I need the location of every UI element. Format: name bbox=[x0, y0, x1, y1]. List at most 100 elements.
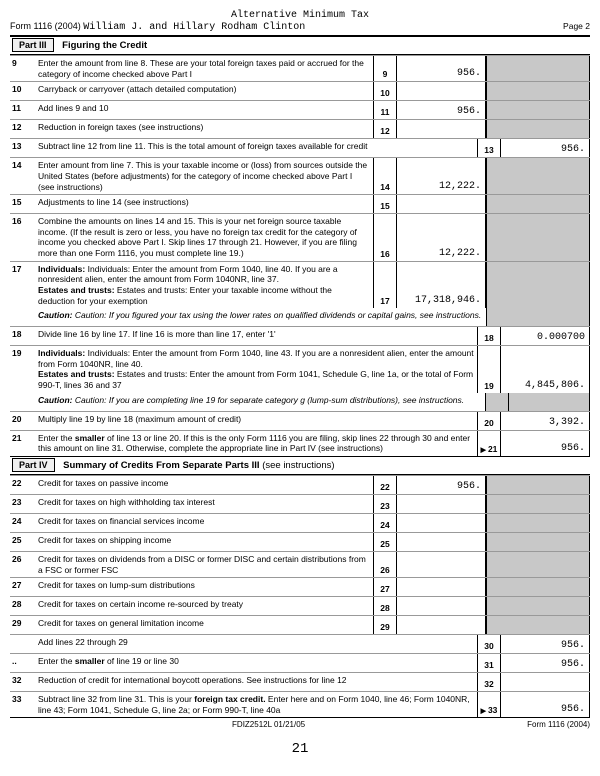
line-value: 956. bbox=[501, 692, 590, 717]
line-desc: Reduction in foreign taxes (see instruct… bbox=[36, 120, 373, 135]
box-num: 28 bbox=[373, 597, 397, 615]
line-value bbox=[397, 195, 486, 213]
line-desc: Individuals: Individuals: Enter the amou… bbox=[36, 346, 477, 393]
box-num: 27 bbox=[373, 578, 397, 596]
line-20: 20 Multiply line 19 by line 18 (maximum … bbox=[10, 411, 590, 430]
line-12: 12 Reduction in foreign taxes (see instr… bbox=[10, 119, 590, 138]
box-num: 29 bbox=[373, 616, 397, 634]
line-desc: Enter the smaller of line 13 or line 20.… bbox=[36, 431, 477, 456]
line-9: 9 Enter the amount from line 8. These ar… bbox=[10, 55, 590, 81]
box-num: 26 bbox=[373, 552, 397, 577]
line-value: 17,318,946. bbox=[397, 262, 486, 309]
line-26: 26Credit for taxes on dividends from a D… bbox=[10, 551, 590, 577]
line-num: 17 bbox=[10, 262, 36, 276]
line-value: 0.000700 bbox=[501, 327, 590, 345]
line-desc: Subtract line 32 from line 31. This is y… bbox=[36, 692, 477, 717]
line-num: 18 bbox=[10, 327, 36, 341]
line-11: 11 Add lines 9 and 10 11 956. bbox=[10, 100, 590, 119]
line-num: 25 bbox=[10, 533, 36, 547]
line-desc: Enter amount from line 7. This is your t… bbox=[36, 158, 373, 194]
line-value bbox=[397, 514, 486, 532]
box-num: 13 bbox=[477, 139, 501, 157]
line-value: 12,222. bbox=[397, 214, 486, 261]
line-15: 15 Adjustments to line 14 (see instructi… bbox=[10, 194, 590, 213]
box-num: 25 bbox=[373, 533, 397, 551]
page-footer: FDIZ2512L 01/21/05 Form 1116 (2004) bbox=[10, 717, 590, 729]
part-iii-title: Figuring the Credit bbox=[62, 40, 147, 51]
page-number: Page 2 bbox=[563, 21, 590, 33]
line-num: 20 bbox=[10, 412, 36, 426]
part-iii-label: Part III bbox=[12, 38, 54, 52]
line-desc: Individuals: Individuals: Enter the amou… bbox=[36, 262, 373, 309]
box-num: 17 bbox=[373, 262, 397, 309]
alt-min-tax-title: Alternative Minimum Tax bbox=[10, 10, 590, 21]
line-25: 25Credit for taxes on shipping income25 bbox=[10, 532, 590, 551]
box-num: 18 bbox=[477, 327, 501, 345]
line-28: 28Credit for taxes on certain income re-… bbox=[10, 596, 590, 615]
line-num: 13 bbox=[10, 139, 36, 153]
line-14: 14 Enter amount from line 7. This is you… bbox=[10, 157, 590, 194]
line-29: 29Credit for taxes on general limitation… bbox=[10, 615, 590, 634]
line-21: 21 Enter the smaller of line 13 or line … bbox=[10, 430, 590, 456]
line-desc: Credit for taxes on financial services i… bbox=[36, 514, 373, 529]
part-iv-label: Part IV bbox=[12, 458, 55, 472]
line-desc: Credit for taxes on passive income bbox=[36, 476, 373, 491]
line-value: 3,392. bbox=[501, 412, 590, 430]
line-num: 29 bbox=[10, 616, 36, 630]
line-desc: Credit for taxes on shipping income bbox=[36, 533, 373, 548]
box-num: 10 bbox=[373, 82, 397, 100]
line-23: 23Credit for taxes on high withholding t… bbox=[10, 494, 590, 513]
line-num: 33 bbox=[10, 692, 36, 706]
line-num: 12 bbox=[10, 120, 36, 134]
line-19-ind: Individuals: Enter the amount from Form … bbox=[38, 348, 474, 369]
line-desc: Combine the amounts on lines 14 and 15. … bbox=[36, 214, 373, 261]
line-desc: Add lines 9 and 10 bbox=[36, 101, 373, 116]
line-19: 19 Individuals: Individuals: Enter the a… bbox=[10, 345, 590, 393]
line-desc: Credit for taxes on general limitation i… bbox=[36, 616, 373, 631]
footer-form: Form 1116 (2004) bbox=[527, 720, 590, 729]
line-desc: Multiply line 19 by line 18 (maximum amo… bbox=[36, 412, 477, 427]
form-number: Form 1116 (2004) bbox=[10, 21, 81, 31]
line-32: 32Reduction of credit for international … bbox=[10, 672, 590, 691]
box-num: 20 bbox=[477, 412, 501, 430]
box-num: 33 bbox=[477, 692, 501, 717]
box-num: 22 bbox=[373, 476, 397, 494]
box-num: 9 bbox=[373, 56, 397, 81]
box-num: 23 bbox=[373, 495, 397, 513]
line-desc: Enter the amount from line 8. These are … bbox=[36, 56, 373, 81]
line-18: 18 Divide line 16 by line 17. If line 16… bbox=[10, 326, 590, 345]
box-num: 31 bbox=[477, 654, 501, 672]
line-num: 15 bbox=[10, 195, 36, 209]
part-iv-sub: (see instructions) bbox=[262, 460, 334, 471]
line-value bbox=[397, 552, 486, 577]
line-num: 32 bbox=[10, 673, 36, 687]
line-value: 956. bbox=[397, 101, 486, 119]
line-value bbox=[397, 597, 486, 615]
box-num: 16 bbox=[373, 214, 397, 261]
line-value: 956. bbox=[397, 56, 486, 81]
line-value bbox=[397, 578, 486, 596]
line-desc: Credit for taxes on certain income re-so… bbox=[36, 597, 373, 612]
line-value bbox=[501, 673, 590, 691]
line-33: 33Subtract line 32 from line 31. This is… bbox=[10, 691, 590, 717]
part-iii-header: Part III Figuring the Credit bbox=[10, 36, 590, 55]
line-desc: Add lines 22 through 29 bbox=[36, 635, 477, 650]
line-num: 26 bbox=[10, 552, 36, 566]
line-desc: Credit for taxes on lump-sum distributio… bbox=[36, 578, 373, 593]
line-desc: Reduction of credit for international bo… bbox=[36, 673, 477, 688]
footer-code: FDIZ2512L 01/21/05 bbox=[232, 720, 305, 729]
caution-text: Caution: If you are completing line 19 f… bbox=[75, 395, 464, 405]
line-value: 956. bbox=[397, 476, 486, 494]
line-num: 23 bbox=[10, 495, 36, 509]
line-value: 956. bbox=[501, 431, 590, 456]
line-22: 22Credit for taxes on passive income2295… bbox=[10, 475, 590, 494]
box-num: 21 bbox=[477, 431, 501, 456]
line-value bbox=[397, 82, 486, 100]
part-iv-title: Summary of Credits From Separate Parts I… bbox=[63, 460, 259, 471]
line-num: .. bbox=[10, 654, 36, 668]
line-desc: Credit for taxes on high withholding tax… bbox=[36, 495, 373, 510]
line-desc: Subtract line 12 from line 11. This is t… bbox=[36, 139, 477, 154]
line-num: 21 bbox=[10, 431, 36, 445]
line-13: 13 Subtract line 12 from line 11. This i… bbox=[10, 138, 590, 157]
line-desc: Enter the smaller of line 19 or line 30 bbox=[36, 654, 477, 669]
